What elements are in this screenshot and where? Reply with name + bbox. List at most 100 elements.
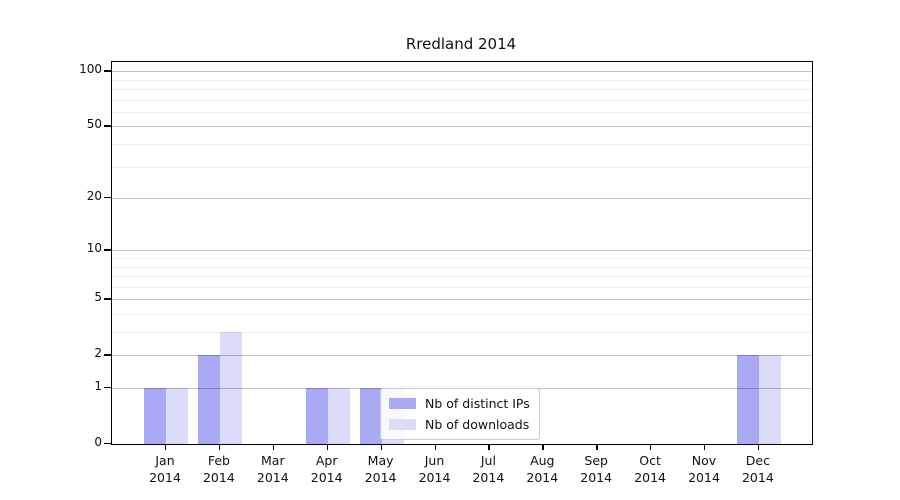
y-tick-label: 50 — [86, 117, 102, 132]
x-tick-month: Jul — [480, 453, 496, 468]
x-tick-year: 2014 — [202, 470, 235, 485]
x-tick-month: Jun — [424, 453, 445, 468]
bar-downloads — [327, 388, 350, 444]
x-tick-mark — [757, 444, 760, 450]
x-tick-label: Aug 2014 — [510, 452, 574, 486]
gridline-minor — [112, 89, 812, 91]
gridline-major — [112, 299, 812, 301]
x-tick-month: Dec — [745, 453, 770, 468]
x-tick-mark — [326, 444, 329, 450]
x-tick-month: Aug — [530, 453, 555, 468]
gridline-minor — [112, 166, 812, 168]
legend-item-distinct-ips: Nb of distinct IPs — [389, 396, 530, 411]
y-tick-mark — [104, 197, 111, 199]
x-tick-year: 2014 — [688, 470, 720, 485]
y-tick-mark — [104, 387, 111, 389]
x-tick-month: Apr — [315, 453, 338, 468]
x-tick-label: Mar 2014 — [241, 452, 305, 486]
x-tick-month: Nov — [691, 453, 717, 468]
gridline-major — [112, 250, 812, 252]
x-tick-year: 2014 — [364, 470, 397, 485]
x-tick-mark — [488, 444, 490, 450]
x-tick-label: Sep 2014 — [564, 452, 628, 486]
x-tick-month: May — [367, 453, 394, 468]
y-tick-label: 10 — [86, 241, 102, 256]
legend-label-downloads: Nb of downloads — [425, 417, 530, 432]
gridline-minor — [112, 111, 812, 113]
x-tick-mark — [704, 444, 706, 450]
x-tick-month: Jan — [155, 453, 175, 468]
gridline-minor — [112, 99, 812, 101]
x-tick-year: 2014 — [472, 470, 505, 485]
gridline-minor — [112, 79, 812, 81]
bar-downloads — [219, 332, 242, 444]
x-tick-year: 2014 — [634, 470, 666, 485]
x-tick-label: May 2014 — [349, 452, 413, 486]
bar-downloads — [166, 388, 188, 444]
legend-item-downloads: Nb of downloads — [389, 417, 530, 432]
y-tick-label: 20 — [86, 189, 102, 204]
bar-distinct-ips — [197, 355, 220, 444]
x-tick-mark — [165, 444, 167, 450]
x-tick-year: 2014 — [256, 470, 289, 485]
x-tick-label: Dec 2014 — [726, 452, 790, 486]
y-tick-mark — [104, 443, 111, 445]
bar-distinct-ips — [359, 388, 382, 444]
y-tick-mark — [104, 70, 111, 72]
x-tick-label: Jan 2014 — [133, 452, 197, 486]
x-tick-month: Mar — [261, 453, 285, 468]
x-tick-month: Feb — [207, 453, 230, 468]
x-tick-label: Jul 2014 — [456, 452, 520, 486]
x-tick-year: 2014 — [149, 470, 181, 485]
y-tick-mark — [104, 298, 111, 300]
x-tick-mark — [380, 444, 382, 450]
x-tick-mark — [650, 444, 652, 450]
gridline-major — [112, 71, 812, 73]
x-tick-mark — [596, 444, 598, 450]
bar-downloads — [758, 355, 781, 444]
gridline-minor — [112, 266, 812, 268]
bar-distinct-ips — [144, 388, 166, 444]
x-tick-year: 2014 — [741, 470, 774, 485]
y-tick-label: 1 — [94, 379, 102, 393]
gridline-minor — [112, 332, 812, 334]
x-tick-label: Apr 2014 — [295, 452, 359, 486]
x-tick-label: Jun 2014 — [403, 452, 467, 486]
x-tick-year: 2014 — [580, 470, 613, 485]
x-tick-year: 2014 — [526, 470, 559, 485]
gridline-major — [112, 355, 812, 357]
legend: Nb of distinct IPs Nb of downloads — [380, 388, 540, 440]
gridline-minor — [112, 276, 812, 278]
gridline-major — [112, 198, 812, 200]
x-tick-mark — [542, 444, 544, 450]
x-tick-mark — [434, 444, 436, 450]
y-tick-label: 5 — [94, 290, 102, 305]
plot-area: Nb of distinct IPs Nb of downloads — [111, 61, 813, 445]
y-tick-mark — [104, 354, 111, 356]
y-tick-label: 100 — [79, 62, 102, 77]
x-tick-year: 2014 — [418, 470, 451, 485]
x-tick-mark — [272, 444, 275, 450]
gridline-minor — [112, 286, 812, 288]
bar-distinct-ips — [305, 388, 328, 444]
legend-label-distinct-ips: Nb of distinct IPs — [425, 396, 530, 411]
legend-swatch-distinct-ips — [389, 398, 416, 409]
chart-title: Rredland 2014 — [405, 35, 517, 53]
bar-distinct-ips — [736, 355, 759, 444]
x-tick-label: Feb 2014 — [187, 452, 251, 486]
y-tick-label: 2 — [94, 346, 102, 361]
y-tick-label: 0 — [94, 435, 102, 449]
gridline-minor — [112, 144, 812, 146]
x-tick-month: Oct — [639, 453, 661, 468]
x-tick-year: 2014 — [310, 470, 343, 485]
x-tick-month: Sep — [584, 453, 608, 468]
x-tick-label: Nov 2014 — [672, 452, 736, 486]
legend-swatch-downloads — [389, 419, 416, 430]
x-tick-label: Oct 2014 — [618, 452, 682, 486]
y-tick-mark — [104, 125, 111, 127]
x-tick-mark — [218, 444, 221, 450]
gridline-major — [112, 126, 812, 128]
y-tick-mark — [104, 249, 111, 251]
gridline-minor — [112, 313, 812, 315]
